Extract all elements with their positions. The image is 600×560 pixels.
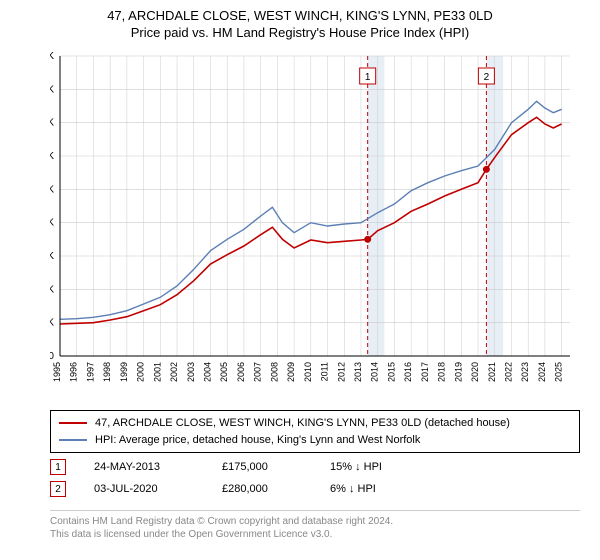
svg-text:2022: 2022: [503, 362, 513, 382]
sale-row-1: 1 24-MAY-2013 £175,000 15% ↓ HPI: [50, 456, 580, 478]
svg-text:2023: 2023: [520, 362, 530, 382]
sale-marker-2: 2: [50, 481, 66, 497]
sales-block: 1 24-MAY-2013 £175,000 15% ↓ HPI 2 03-JU…: [50, 456, 580, 500]
svg-text:2017: 2017: [420, 362, 430, 382]
sale-diff-2: 6% ↓ HPI: [330, 483, 420, 495]
legend-label-hpi: HPI: Average price, detached house, King…: [95, 432, 420, 449]
svg-text:£200K: £200K: [50, 218, 54, 229]
svg-text:£150K: £150K: [50, 251, 54, 262]
title-address: 47, ARCHDALE CLOSE, WEST WINCH, KING'S L…: [0, 8, 600, 25]
svg-text:1998: 1998: [102, 362, 112, 382]
svg-text:2004: 2004: [202, 362, 212, 382]
svg-text:2012: 2012: [336, 362, 346, 382]
svg-text:£450K: £450K: [50, 51, 54, 62]
sale-row-2: 2 03-JUL-2020 £280,000 6% ↓ HPI: [50, 478, 580, 500]
chart-area: £0 £50K £100K £150K £200K £250K £300K £350K £400…: [50, 48, 580, 398]
svg-text:2009: 2009: [286, 362, 296, 382]
legend-swatch-hpi: [59, 439, 87, 441]
svg-text:2005: 2005: [219, 362, 229, 382]
svg-text:2024: 2024: [537, 362, 547, 382]
svg-text:2018: 2018: [437, 362, 447, 382]
svg-text:1996: 1996: [69, 362, 79, 382]
svg-text:2020: 2020: [470, 362, 480, 382]
legend-label-property: 47, ARCHDALE CLOSE, WEST WINCH, KING'S L…: [95, 415, 510, 432]
chart-container: 47, ARCHDALE CLOSE, WEST WINCH, KING'S L…: [0, 0, 600, 560]
svg-text:2016: 2016: [403, 362, 413, 382]
svg-text:£250K: £250K: [50, 184, 54, 195]
svg-text:£300K: £300K: [50, 151, 54, 162]
svg-text:2007: 2007: [253, 362, 263, 382]
svg-text:£50K: £50K: [50, 318, 54, 329]
svg-text:1999: 1999: [119, 362, 129, 382]
svg-text:£400K: £400K: [50, 84, 54, 95]
sale-date-1: 24-MAY-2013: [94, 461, 194, 473]
legend-box: 47, ARCHDALE CLOSE, WEST WINCH, KING'S L…: [50, 410, 580, 453]
legend-row-hpi: HPI: Average price, detached house, King…: [59, 432, 571, 449]
footer-line-1: Contains HM Land Registry data © Crown c…: [50, 515, 580, 528]
sale-diff-1: 15% ↓ HPI: [330, 461, 420, 473]
svg-text:2014: 2014: [370, 362, 380, 382]
legend-swatch-property: [59, 422, 87, 424]
svg-text:1: 1: [365, 72, 371, 83]
sale-price-1: £175,000: [222, 461, 302, 473]
svg-text:£0: £0: [50, 351, 54, 362]
svg-text:1995: 1995: [52, 362, 62, 382]
sale-price-2: £280,000: [222, 483, 302, 495]
svg-text:1997: 1997: [85, 362, 95, 382]
legend-row-property: 47, ARCHDALE CLOSE, WEST WINCH, KING'S L…: [59, 415, 571, 432]
svg-text:2008: 2008: [269, 362, 279, 382]
svg-text:2010: 2010: [303, 362, 313, 382]
title-block: 47, ARCHDALE CLOSE, WEST WINCH, KING'S L…: [0, 0, 600, 42]
svg-text:2013: 2013: [353, 362, 363, 382]
title-subtitle: Price paid vs. HM Land Registry's House …: [0, 25, 600, 42]
footer-line-2: This data is licensed under the Open Gov…: [50, 528, 580, 541]
footer: Contains HM Land Registry data © Crown c…: [50, 510, 580, 541]
svg-text:2003: 2003: [186, 362, 196, 382]
svg-text:£100K: £100K: [50, 284, 54, 295]
svg-text:2001: 2001: [152, 362, 162, 382]
svg-text:2002: 2002: [169, 362, 179, 382]
svg-text:2: 2: [484, 72, 490, 83]
sale-date-2: 03-JUL-2020: [94, 483, 194, 495]
svg-text:2011: 2011: [320, 362, 330, 381]
svg-text:2006: 2006: [236, 362, 246, 382]
svg-text:2019: 2019: [453, 362, 463, 382]
svg-text:£350K: £350K: [50, 118, 54, 129]
chart-svg: £0 £50K £100K £150K £200K £250K £300K £350K £400…: [50, 48, 580, 398]
svg-text:2015: 2015: [386, 362, 396, 382]
svg-text:2025: 2025: [554, 362, 564, 382]
sale-marker-1: 1: [50, 459, 66, 475]
svg-text:2021: 2021: [487, 362, 497, 382]
svg-text:2000: 2000: [136, 362, 146, 382]
